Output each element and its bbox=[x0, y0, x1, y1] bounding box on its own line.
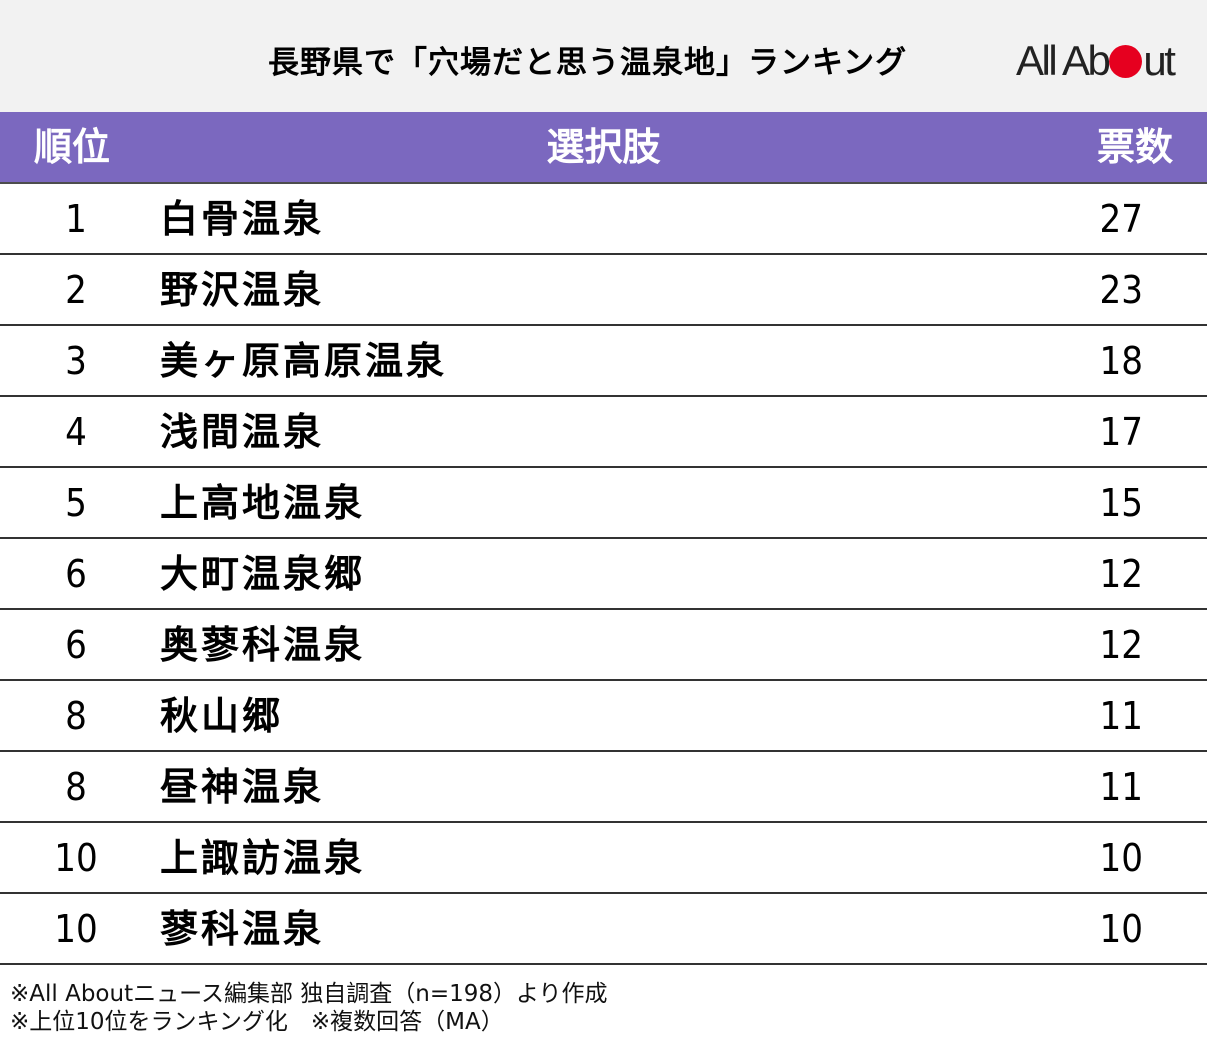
logo-text-1: All Ab bbox=[1016, 37, 1111, 84]
votes-cell: 11 bbox=[1099, 694, 1144, 738]
option-cell: 上高地温泉 bbox=[160, 481, 366, 525]
allabout-logo: All Ab ut bbox=[1016, 37, 1176, 84]
table-row: 3 美ヶ原高原温泉 18 bbox=[0, 326, 1207, 397]
header-bar: 長野県で「穴場だと思う温泉地」ランキング All Ab ut bbox=[0, 0, 1207, 112]
page-title: 長野県で「穴場だと思う温泉地」ランキング bbox=[268, 45, 908, 81]
table-row: 6 奥蓼科温泉 12 bbox=[0, 610, 1207, 681]
table-row: 6 大町温泉郷 12 bbox=[0, 539, 1207, 610]
rank-cell: 4 bbox=[65, 410, 87, 454]
table-row: 10 蓼科温泉 10 bbox=[0, 894, 1207, 965]
rank-cell: 6 bbox=[65, 623, 87, 667]
table-row: 8 秋山郷 11 bbox=[0, 681, 1207, 752]
votes-cell: 23 bbox=[1099, 268, 1144, 312]
table-row: 4 浅間温泉 17 bbox=[0, 397, 1207, 468]
ranking-table-body: 1 白骨温泉 27 2 野沢温泉 23 3 美ヶ原高原温泉 18 4 浅間温泉 17 5 上高地温泉 15 6… bbox=[0, 184, 1207, 965]
footer-note-source: ※All Aboutニュース編集部 独自調査（n=198）より作成 bbox=[10, 981, 608, 1007]
rank-cell: 8 bbox=[65, 694, 87, 738]
option-cell: 野沢温泉 bbox=[160, 268, 325, 312]
option-cell: 秋山郷 bbox=[160, 694, 284, 738]
votes-cell: 17 bbox=[1099, 410, 1144, 454]
table-row: 8 昼神温泉 11 bbox=[0, 752, 1207, 823]
rank-cell: 1 bbox=[65, 197, 87, 241]
votes-cell: 10 bbox=[1099, 836, 1144, 880]
rank-cell: 8 bbox=[65, 765, 87, 809]
option-cell: 美ヶ原高原温泉 bbox=[160, 339, 448, 383]
rank-cell: 2 bbox=[65, 268, 87, 312]
table-row: 5 上高地温泉 15 bbox=[0, 468, 1207, 539]
option-cell: 奥蓼科温泉 bbox=[160, 623, 366, 667]
votes-cell: 12 bbox=[1099, 552, 1144, 596]
footer-note-method: ※上位10位をランキング化 ※複数回答（MA） bbox=[10, 1009, 504, 1035]
votes-cell: 18 bbox=[1099, 339, 1144, 383]
logo-dot-icon bbox=[1109, 45, 1143, 78]
table-header: 選択肢 順位 票数 bbox=[0, 112, 1207, 184]
option-cell: 浅間温泉 bbox=[160, 410, 325, 454]
votes-cell: 10 bbox=[1099, 907, 1144, 951]
rank-cell: 6 bbox=[65, 552, 87, 596]
table-row: 10 上諏訪温泉 10 bbox=[0, 823, 1207, 894]
rank-cell: 10 bbox=[54, 836, 98, 880]
option-cell: 蓼科温泉 bbox=[160, 907, 325, 951]
option-cell: 上諏訪温泉 bbox=[160, 836, 366, 880]
option-cell: 白骨温泉 bbox=[160, 197, 325, 241]
votes-cell: 27 bbox=[1099, 197, 1144, 241]
logo-text-2: ut bbox=[1143, 37, 1176, 84]
votes-cell: 15 bbox=[1099, 481, 1144, 525]
option-cell: 大町温泉郷 bbox=[160, 552, 366, 596]
table-row: 2 野沢温泉 23 bbox=[0, 255, 1207, 326]
rank-cell: 10 bbox=[54, 907, 98, 951]
column-header-option: 選択肢 bbox=[546, 125, 661, 169]
votes-cell: 11 bbox=[1099, 765, 1144, 809]
table-row: 1 白骨温泉 27 bbox=[0, 184, 1207, 255]
option-cell: 昼神温泉 bbox=[160, 765, 325, 809]
column-header-rank: 順位 bbox=[34, 125, 111, 169]
rank-cell: 3 bbox=[65, 339, 87, 383]
column-header-votes: 票数 bbox=[1096, 125, 1173, 169]
votes-cell: 12 bbox=[1099, 623, 1144, 667]
footer-notes: ※All Aboutニュース編集部 独自調査（n=198）より作成 ※上位10位… bbox=[10, 980, 608, 1036]
rank-cell: 5 bbox=[65, 481, 87, 525]
